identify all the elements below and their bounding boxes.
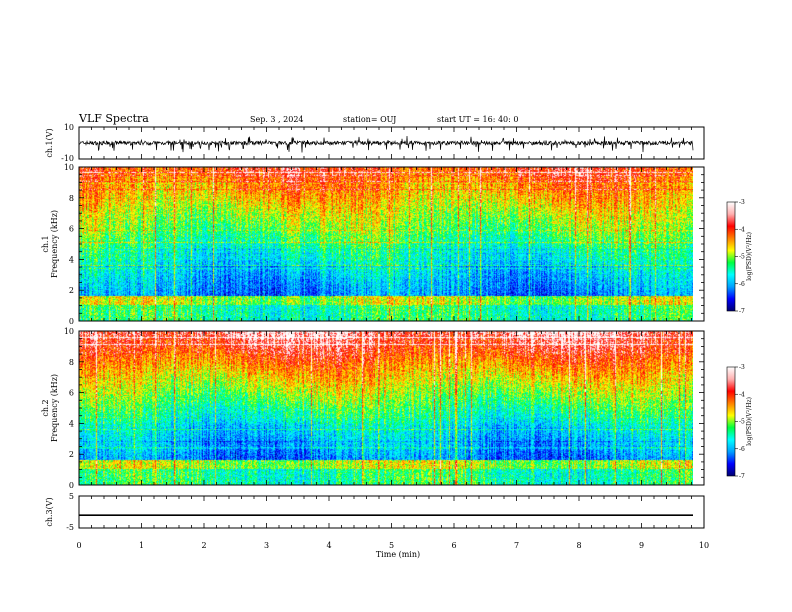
ch3-ytick-bottom: -5 xyxy=(66,523,74,532)
ch1-waveform-trace xyxy=(78,135,694,153)
x-tick-label: 10 xyxy=(699,541,709,550)
x-tick-label: 1 xyxy=(139,541,144,550)
ch1-waveform-panel: 10 -10 ch.1(V) xyxy=(45,123,705,163)
ch1-ylabel: ch.1(V) xyxy=(45,128,54,157)
time-axis: 0 1 2 3 4 5 6 7 8 9 10 xyxy=(76,127,709,550)
ch2-spectrogram-panel: 0 2 4 6 8 10 ch.2 Frequency (kHz) -3 -4 -5 -6 -7 l… xyxy=(41,327,753,490)
ch1-waveform-line xyxy=(78,135,694,153)
ch3-ylabel: ch.3(V) xyxy=(45,497,54,526)
y-tick-label: 6 xyxy=(69,389,74,398)
time-axis-label: Time (min) xyxy=(376,550,420,559)
x-tick-label: 5 xyxy=(389,541,394,550)
date-label: Sep. 3 , 2024 xyxy=(250,115,304,124)
colorbar-scale xyxy=(726,201,736,312)
x-tick-label: 6 xyxy=(451,541,456,550)
colorbar-tick-label: -5 xyxy=(739,254,745,261)
ch1-spec-ylabel: Frequency (kHz) xyxy=(50,210,59,278)
colorbar-scale xyxy=(726,366,736,477)
y-tick-label: 10 xyxy=(64,163,74,172)
y-tick-label: 4 xyxy=(69,255,74,264)
y-tick-label: 2 xyxy=(69,286,74,295)
y-tick-label: 2 xyxy=(69,450,74,459)
station-label: station= OUJ xyxy=(343,115,396,124)
ch1-ytick-top: 10 xyxy=(64,123,74,132)
x-tick-label: 4 xyxy=(326,541,331,550)
x-tick-label: 0 xyxy=(76,541,81,550)
ch1-spec-channel-label: ch.1 xyxy=(41,235,50,252)
ch2-spec-ylabel: Frequency (kHz) xyxy=(50,374,59,442)
figure-title: VLF Spectra xyxy=(78,112,149,125)
y-tick-label: 6 xyxy=(69,225,74,234)
colorbar-tick-label: -6 xyxy=(739,281,745,288)
y-tick-label: 10 xyxy=(64,327,74,336)
ch2-colorbar: -3 -4 -5 -6 -7 log(PSD)(V²/Hz) xyxy=(726,364,753,480)
colorbar-tick-label: -7 xyxy=(739,473,745,480)
ch1-spectrogram-panel: 0 2 4 6 8 10 ch.1 Frequency (kHz) -3 -4 -5 -6 -7 l… xyxy=(41,163,753,326)
y-tick-label: 8 xyxy=(69,358,74,367)
colorbar-tick-label: -3 xyxy=(739,199,745,206)
ch1-colorbar: -3 -4 -5 -6 -7 log(PSD)(V²/Hz) xyxy=(726,199,753,315)
colorbar-tick-label: -5 xyxy=(739,419,745,426)
y-tick-label: 4 xyxy=(69,419,74,428)
colorbar-label: log(PSD)(V²/Hz) xyxy=(746,232,753,281)
start-time-label: start UT = 16: 40: 0 xyxy=(437,115,518,124)
ch2-yticks: 0 2 4 6 8 10 xyxy=(64,327,704,490)
colorbar-tick-label: -3 xyxy=(739,364,745,371)
colorbar-tick-label: -4 xyxy=(739,226,745,233)
ch2-spectrogram-image xyxy=(79,331,693,485)
ch3-ytick-top: 5 xyxy=(69,492,74,501)
colorbar-tick-label: -4 xyxy=(739,391,745,398)
ch1-yticks: 0 2 4 6 8 10 xyxy=(64,163,704,326)
y-tick-label: 0 xyxy=(69,317,74,326)
ch1-spectrogram-image xyxy=(79,167,693,321)
y-tick-label: 0 xyxy=(69,481,74,490)
y-tick-label: 8 xyxy=(69,194,74,203)
ch1-ytick-bottom: -10 xyxy=(61,154,74,163)
colorbar-tick-label: -6 xyxy=(739,446,745,453)
colorbar-label: log(PSD)(V²/Hz) xyxy=(746,397,753,446)
colorbar-tick-label: -7 xyxy=(739,308,745,315)
x-tick-label: 2 xyxy=(201,541,206,550)
x-tick-label: 7 xyxy=(514,541,519,550)
x-tick-label: 3 xyxy=(264,541,269,550)
ch2-spec-channel-label: ch.2 xyxy=(41,399,50,416)
x-tick-label: 9 xyxy=(639,541,644,550)
ch3-waveform-panel: 5 -5 ch.3(V) xyxy=(45,492,705,532)
x-tick-label: 8 xyxy=(576,541,581,550)
